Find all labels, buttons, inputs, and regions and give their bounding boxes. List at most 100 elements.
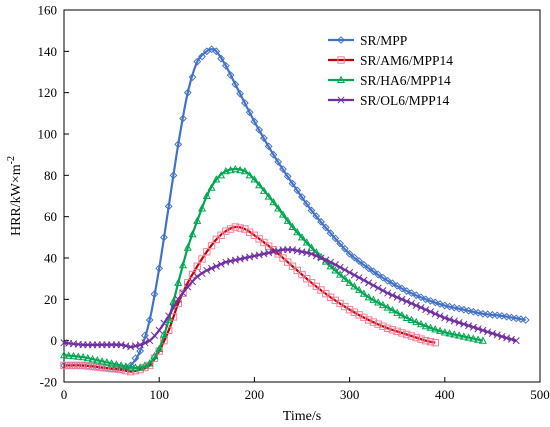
data-point bbox=[412, 317, 421, 326]
data-point bbox=[155, 326, 163, 334]
data-point bbox=[78, 352, 88, 361]
data-point bbox=[208, 264, 216, 272]
data-point bbox=[198, 269, 206, 278]
data-point bbox=[203, 248, 211, 256]
data-point bbox=[397, 311, 407, 319]
data-point bbox=[417, 304, 425, 312]
data-point bbox=[59, 350, 69, 359]
data-point bbox=[217, 260, 225, 268]
data-point bbox=[455, 331, 464, 339]
data-point bbox=[226, 225, 235, 233]
data-point bbox=[374, 284, 382, 292]
data-point bbox=[431, 310, 439, 318]
data-point bbox=[459, 332, 468, 340]
data-point bbox=[112, 365, 121, 373]
y-tick-label: 100 bbox=[38, 127, 58, 142]
data-point bbox=[360, 276, 368, 284]
y-tick-label: 20 bbox=[44, 292, 57, 307]
data-point bbox=[293, 266, 301, 275]
y-axis-title-superscript: -2 bbox=[6, 156, 17, 164]
data-point bbox=[412, 291, 421, 300]
data-point bbox=[479, 326, 487, 334]
data-point bbox=[336, 270, 345, 278]
data-point bbox=[379, 322, 387, 330]
data-point bbox=[74, 352, 83, 360]
data-point bbox=[469, 323, 477, 331]
data-point bbox=[203, 266, 211, 274]
data-point bbox=[464, 333, 473, 341]
data-point bbox=[398, 295, 406, 303]
data-point bbox=[421, 321, 430, 330]
data-point bbox=[145, 359, 154, 367]
data-point bbox=[469, 334, 478, 342]
data-point bbox=[307, 206, 316, 215]
data-point bbox=[212, 175, 221, 183]
data-point bbox=[178, 261, 188, 269]
data-point bbox=[179, 289, 187, 297]
data-point bbox=[212, 47, 221, 56]
data-point bbox=[279, 254, 287, 262]
data-point bbox=[402, 287, 411, 295]
data-point bbox=[136, 341, 144, 349]
data-point bbox=[374, 320, 382, 328]
data-point bbox=[317, 217, 325, 226]
data-point bbox=[407, 332, 416, 340]
data-point bbox=[327, 258, 335, 266]
data-point bbox=[364, 316, 373, 324]
data-point bbox=[403, 330, 411, 339]
data-point bbox=[412, 333, 420, 342]
data-point bbox=[288, 222, 297, 231]
legend-item: SR/AM6/MPP14 bbox=[328, 53, 453, 68]
data-point bbox=[79, 361, 87, 370]
data-point bbox=[417, 293, 425, 302]
data-point bbox=[131, 354, 140, 363]
data-point bbox=[93, 363, 102, 371]
axis-ticks: 0 100 200 300 400 500 -20 0 20 40 60 80 100 120 140 160 bbox=[38, 3, 550, 403]
data-point bbox=[369, 281, 377, 289]
data-point bbox=[326, 262, 335, 270]
data-point bbox=[240, 99, 249, 107]
legend-item: SR/HA6/MPP14 bbox=[328, 73, 451, 88]
data-point bbox=[303, 274, 311, 283]
data-point bbox=[459, 305, 468, 314]
data-point bbox=[493, 311, 502, 320]
data-point bbox=[388, 305, 397, 314]
data-point bbox=[112, 360, 121, 368]
data-point bbox=[331, 234, 340, 243]
data-point bbox=[160, 233, 168, 242]
data-point bbox=[417, 335, 425, 343]
data-point bbox=[250, 175, 259, 183]
data-point bbox=[207, 45, 216, 54]
data-point bbox=[474, 325, 482, 333]
data-point bbox=[374, 270, 383, 279]
series-line-sr-ha6-mpp14 bbox=[63, 168, 484, 370]
legend-label: SR/OL6/MPP14 bbox=[360, 93, 450, 108]
data-point bbox=[355, 257, 364, 266]
data-point bbox=[155, 264, 164, 273]
data-point bbox=[512, 314, 521, 323]
y-tick-label: -20 bbox=[40, 375, 57, 390]
data-point bbox=[369, 318, 378, 326]
data-point bbox=[507, 335, 515, 343]
x-tick-label: 400 bbox=[435, 387, 455, 402]
data-point bbox=[350, 271, 358, 279]
data-point bbox=[169, 304, 178, 312]
data-point bbox=[207, 183, 216, 191]
data-point bbox=[440, 328, 449, 336]
x-axis-title: Time/s bbox=[283, 409, 321, 424]
data-point bbox=[198, 52, 206, 61]
data-point bbox=[264, 142, 273, 151]
data-point bbox=[346, 268, 354, 277]
data-point bbox=[507, 313, 516, 322]
data-point bbox=[446, 315, 454, 324]
data-point bbox=[345, 278, 354, 286]
data-point bbox=[369, 295, 378, 303]
data-point bbox=[498, 311, 506, 320]
data-point bbox=[388, 326, 397, 334]
data-point bbox=[145, 316, 154, 324]
data-point bbox=[269, 197, 278, 206]
legend-label: SR/MPP bbox=[360, 33, 407, 48]
data-point bbox=[231, 164, 240, 173]
data-point bbox=[436, 312, 444, 320]
data-point bbox=[431, 298, 440, 307]
